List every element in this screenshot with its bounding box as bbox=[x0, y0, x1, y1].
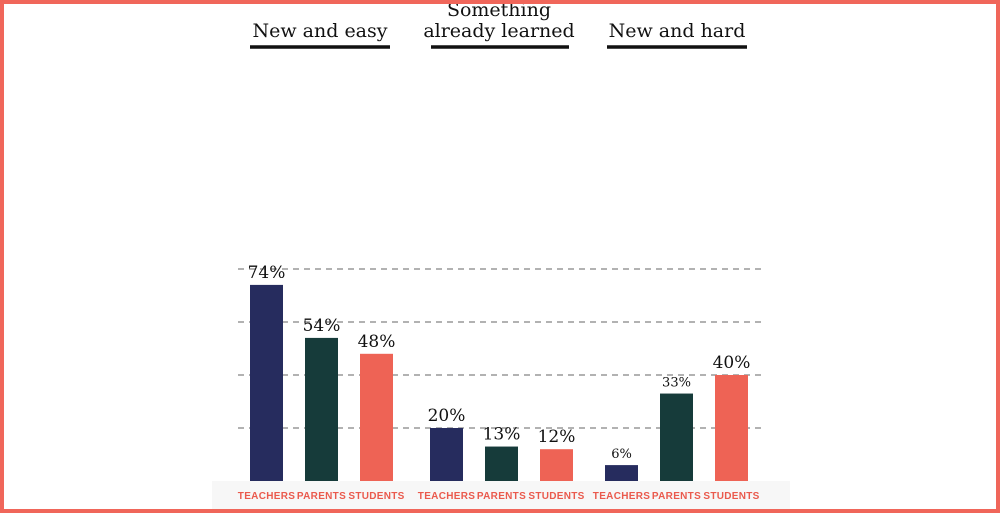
value-label: 13% bbox=[483, 425, 521, 445]
bar-students bbox=[715, 375, 748, 481]
bar-parents bbox=[305, 337, 338, 481]
value-label: 48% bbox=[358, 332, 396, 352]
category-label: STUDENTS bbox=[528, 491, 584, 502]
bar-teachers bbox=[605, 465, 638, 481]
value-label: 6% bbox=[611, 447, 632, 462]
category-label: PARENTS bbox=[297, 491, 346, 502]
bar-group: New and hard 6% TEACHERS 33% PARENTS 40% STUDE… bbox=[593, 20, 760, 502]
category-label: STUDENTS bbox=[703, 491, 759, 502]
bar-students bbox=[540, 449, 573, 481]
bar-group: New and easy 74% TEACHERS 54% PARENTS 48% STUD… bbox=[238, 20, 405, 502]
group-title: already learned bbox=[423, 20, 574, 42]
bar-students bbox=[360, 353, 393, 481]
category-label: TEACHERS bbox=[418, 491, 475, 502]
value-label: 54% bbox=[303, 316, 341, 336]
value-label: 33% bbox=[662, 376, 691, 391]
group-title: New and hard bbox=[609, 20, 746, 42]
value-label: 12% bbox=[538, 427, 576, 447]
category-label: PARENTS bbox=[652, 491, 701, 502]
value-label: 74% bbox=[248, 263, 286, 283]
value-label: 20% bbox=[428, 406, 466, 426]
category-label: TEACHERS bbox=[238, 491, 295, 502]
baseline-band bbox=[212, 481, 790, 509]
group-title: New and easy bbox=[253, 20, 388, 42]
group-title: Something bbox=[447, 4, 551, 21]
category-label: PARENTS bbox=[477, 491, 526, 502]
bar-parents bbox=[485, 446, 518, 481]
bar-teachers bbox=[430, 428, 463, 481]
category-label: TEACHERS bbox=[593, 491, 650, 502]
bar-teachers bbox=[250, 284, 283, 481]
bar-parents bbox=[660, 393, 693, 481]
grouped-bar-chart: New and easy 74% TEACHERS 54% PARENTS 48% STUD… bbox=[212, 4, 790, 509]
value-label: 40% bbox=[713, 353, 751, 373]
category-label: STUDENTS bbox=[348, 491, 404, 502]
